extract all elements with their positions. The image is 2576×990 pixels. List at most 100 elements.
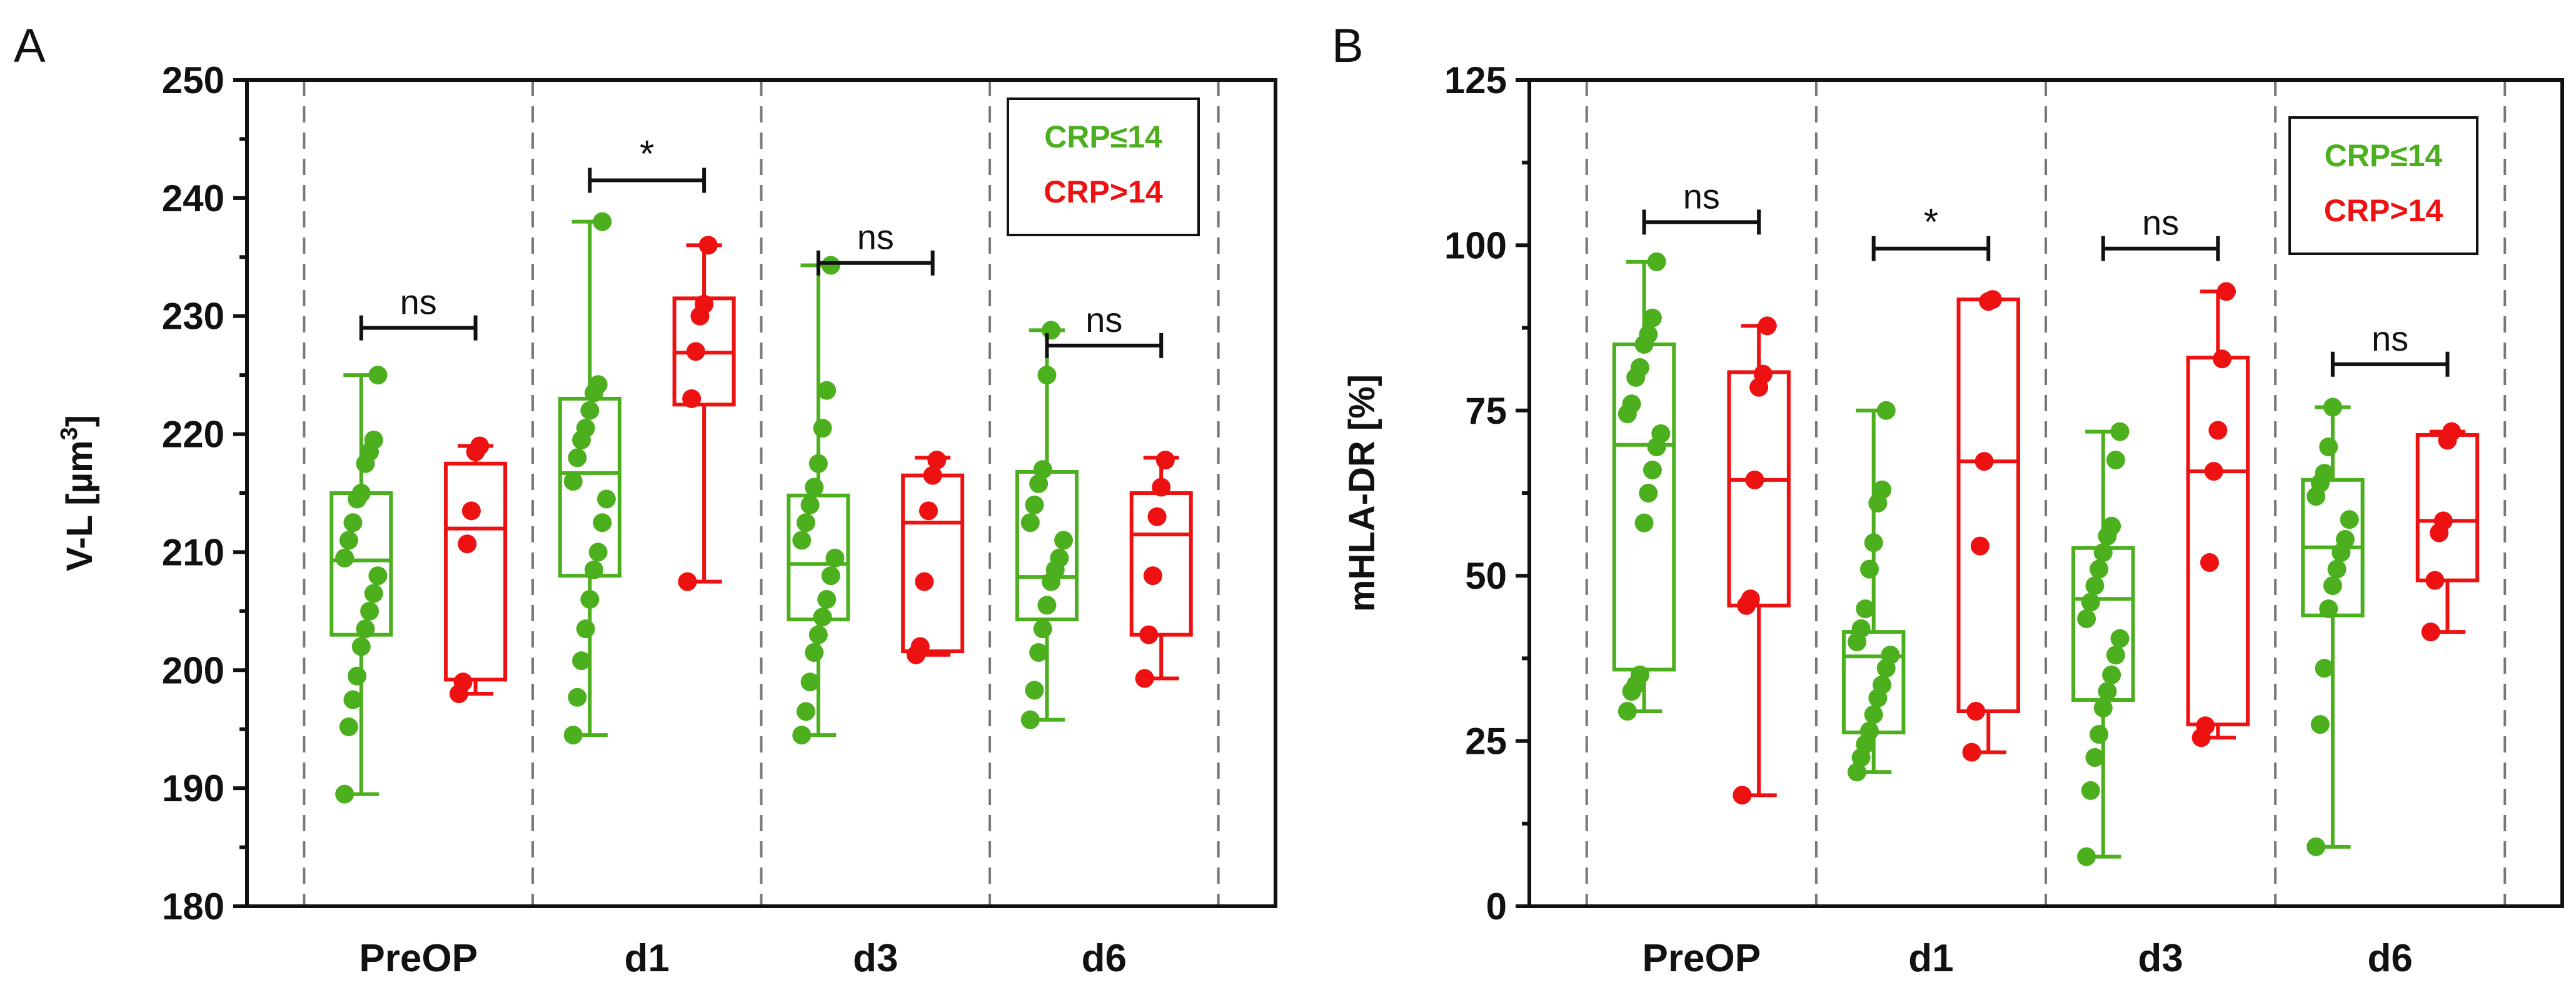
- p1-data-point: [2077, 609, 2096, 628]
- p1-data-point: [1634, 513, 1654, 532]
- p1-data-point: [1745, 470, 1764, 489]
- p1-y-tick-label: 50: [1465, 555, 1507, 597]
- p0-data-point: [808, 625, 828, 644]
- p0-data-point: [1020, 710, 1040, 729]
- p1-data-point: [1630, 665, 1649, 684]
- p0-data-point: [1033, 619, 1052, 639]
- p0-sig-label: ns: [857, 218, 894, 257]
- p0-data-point: [1139, 625, 1159, 644]
- p1-data-point: [2093, 698, 2113, 718]
- p1-data-point: [2085, 748, 2105, 768]
- p0-data-point: [576, 619, 595, 639]
- p0-data-point: [800, 672, 820, 692]
- p1-data-point: [2085, 576, 2105, 596]
- p0-data-point: [596, 489, 616, 509]
- p0-y-tick-label: 190: [162, 768, 224, 809]
- p0-data-point: [470, 436, 490, 456]
- p0-sig-label: ns: [400, 282, 437, 322]
- p1-sig-label: ns: [2372, 319, 2408, 358]
- p0-data-point: [588, 375, 608, 394]
- p0-data-point: [686, 342, 705, 361]
- p1-data-point: [1639, 484, 1658, 502]
- p0-data-point: [1020, 513, 1040, 532]
- p0-data-point: [348, 666, 367, 686]
- p0-data-point: [813, 608, 832, 627]
- p1-data-point: [2106, 451, 2125, 470]
- p0-y-axis-label-exponent: 3: [56, 427, 83, 440]
- p0-data-point: [368, 366, 388, 385]
- p0-data-point: [796, 702, 815, 721]
- p0-data-point: [588, 542, 608, 562]
- p0-data-point: [584, 560, 603, 579]
- p1-data-point: [2208, 421, 2228, 440]
- p1-sig-label: *: [1924, 201, 1938, 243]
- p0-x-category-label: d1: [625, 937, 670, 980]
- p1-data-point: [1966, 702, 1986, 721]
- p1-data-point: [1647, 252, 1666, 271]
- p1-data-point: [1881, 646, 1900, 665]
- p0-data-point: [343, 513, 363, 532]
- p1-data-point: [2327, 559, 2347, 579]
- p1-data-point: [1864, 705, 1883, 724]
- p0-data-point: [919, 501, 938, 521]
- p0-y-tick-label: 240: [162, 178, 224, 219]
- p0-x-category-label: PreOP: [359, 937, 478, 980]
- p0-data-point: [1135, 669, 1154, 688]
- p1-data-point: [1970, 536, 1990, 556]
- p1-legend-box: [2288, 116, 2478, 255]
- p0-data-point: [792, 531, 812, 550]
- p0-data-point: [1050, 548, 1069, 568]
- p0-data-point: [458, 534, 477, 554]
- p1-data-point: [1851, 619, 1871, 638]
- p1-data-point: [1856, 599, 1875, 619]
- p0-legend-entry: CRP≤14: [1044, 119, 1162, 154]
- p1-data-point: [2319, 599, 2338, 619]
- p0-data-point: [1143, 566, 1162, 586]
- p0-data-point: [1025, 495, 1044, 514]
- p1-data-point: [1962, 742, 1981, 762]
- p0-data-point: [568, 448, 587, 468]
- p0-x-category-label: d6: [1082, 937, 1127, 980]
- p1-x-category-label: d6: [2367, 937, 2412, 980]
- p1-data-point: [2090, 559, 2109, 579]
- p1-y-tick-label: 0: [1486, 886, 1507, 928]
- p0-data-point: [339, 717, 358, 736]
- p1-box-iqr: [2186, 356, 2250, 727]
- p1-y-axis-label: mHLA-DR [%]: [1342, 374, 1382, 612]
- p1-data-point: [1873, 675, 1892, 694]
- p0-data-point: [682, 389, 702, 408]
- p0-data-point: [910, 637, 930, 656]
- p0-data-point: [813, 419, 832, 438]
- p1-data-point: [2216, 282, 2236, 301]
- p0-data-point: [580, 401, 600, 420]
- p1-data-point: [1630, 358, 1649, 378]
- p1-box-iqr: [2415, 432, 2480, 582]
- p1-x-category-label: PreOP: [1643, 937, 1761, 980]
- p1-box-iqr: [1612, 342, 1676, 672]
- p1-data-point: [1622, 394, 1641, 414]
- p1-data-point: [1758, 316, 1777, 336]
- p1-data-point: [2081, 781, 2100, 800]
- p0-data-point: [335, 784, 355, 804]
- p1-box-iqr: [1956, 298, 2020, 714]
- p0-data-point: [563, 472, 583, 491]
- p0-data-point: [825, 548, 845, 568]
- p0-box-iqr: [444, 461, 508, 682]
- p1-data-point: [1983, 290, 2002, 309]
- p1-data-point: [2081, 592, 2100, 612]
- p0-data-point: [356, 619, 375, 639]
- p1-data-point: [2442, 422, 2462, 441]
- p1-data-point: [1651, 424, 1671, 443]
- p1-data-point: [1753, 364, 1773, 384]
- p1-data-point: [1859, 721, 1879, 741]
- p1-data-point: [1847, 762, 1866, 782]
- p0-data-point: [351, 484, 371, 502]
- p1-y-tick-label: 100: [1444, 224, 1507, 266]
- p0-data-point: [364, 431, 383, 450]
- p1-legend-entry: CRP≤14: [2325, 138, 2443, 173]
- p0-data-point: [453, 672, 473, 692]
- p1-data-point: [2421, 622, 2440, 642]
- p1-data-point: [2106, 646, 2125, 665]
- p1-data-point: [2090, 725, 2109, 744]
